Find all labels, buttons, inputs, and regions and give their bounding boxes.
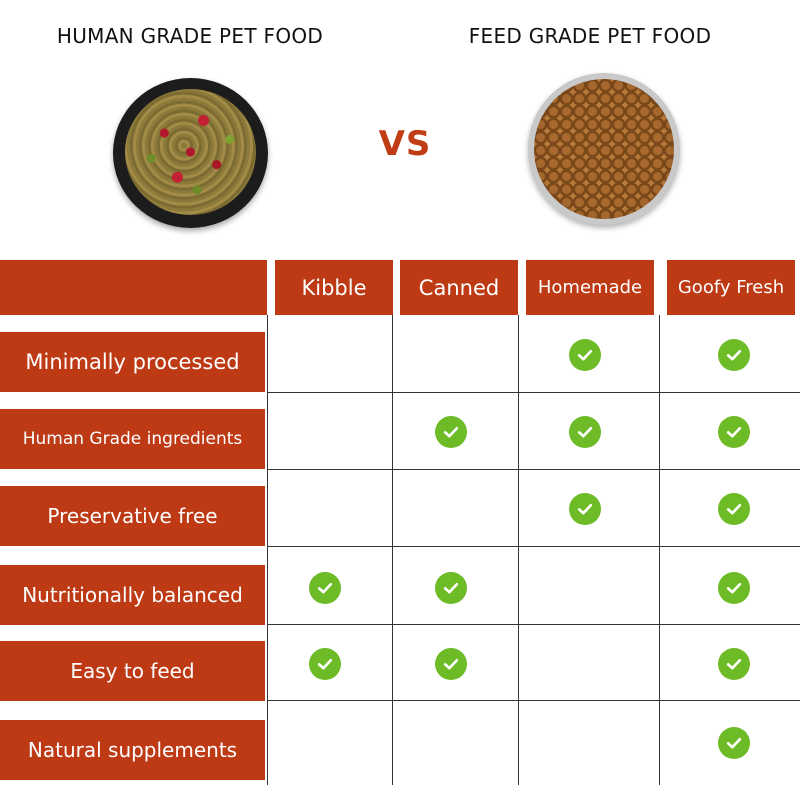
- kibble-bowl-image: [528, 73, 680, 225]
- column-header-kibble: Kibble: [275, 260, 393, 315]
- check-circle-icon: [718, 727, 750, 759]
- check-circle-icon: [718, 339, 750, 371]
- human-grade-heading: HUMAN GRADE PET FOOD: [56, 24, 324, 48]
- check-circle-icon: [569, 416, 601, 448]
- grid-line-horizontal: [267, 469, 800, 470]
- column-header-goofy-fresh: Goofy Fresh: [667, 260, 795, 315]
- row-label: Easy to feed: [0, 641, 265, 701]
- grid-line-horizontal: [267, 546, 800, 547]
- check-circle-icon: [309, 572, 341, 604]
- grid-line-vertical: [267, 315, 268, 785]
- grid-line-vertical: [392, 315, 393, 785]
- row-label: Preservative free: [0, 486, 265, 546]
- grid-line-horizontal: [267, 624, 800, 625]
- row-label: Natural supplements: [0, 720, 265, 780]
- check-circle-icon: [569, 493, 601, 525]
- column-header-canned: Canned: [400, 260, 518, 315]
- fresh-food-bowl-image: [113, 78, 268, 228]
- check-circle-icon: [309, 648, 341, 680]
- row-label: Nutritionally balanced: [0, 565, 265, 625]
- check-circle-icon: [718, 416, 750, 448]
- grid-line-vertical: [659, 315, 660, 785]
- check-circle-icon: [435, 416, 467, 448]
- feed-grade-heading: FEED GRADE PET FOOD: [468, 24, 712, 48]
- check-circle-icon: [435, 648, 467, 680]
- check-circle-icon: [718, 648, 750, 680]
- row-label: Minimally processed: [0, 332, 265, 392]
- check-circle-icon: [435, 572, 467, 604]
- check-circle-icon: [718, 493, 750, 525]
- vs-label: VS: [378, 124, 432, 164]
- table-corner: [0, 260, 267, 315]
- check-circle-icon: [718, 572, 750, 604]
- grid-line-vertical: [518, 315, 519, 785]
- column-header-homemade: Homemade: [526, 260, 654, 315]
- grid-line-horizontal: [267, 700, 800, 701]
- row-label: Human Grade ingredients: [0, 409, 265, 469]
- check-circle-icon: [569, 339, 601, 371]
- grid-line-horizontal: [267, 392, 800, 393]
